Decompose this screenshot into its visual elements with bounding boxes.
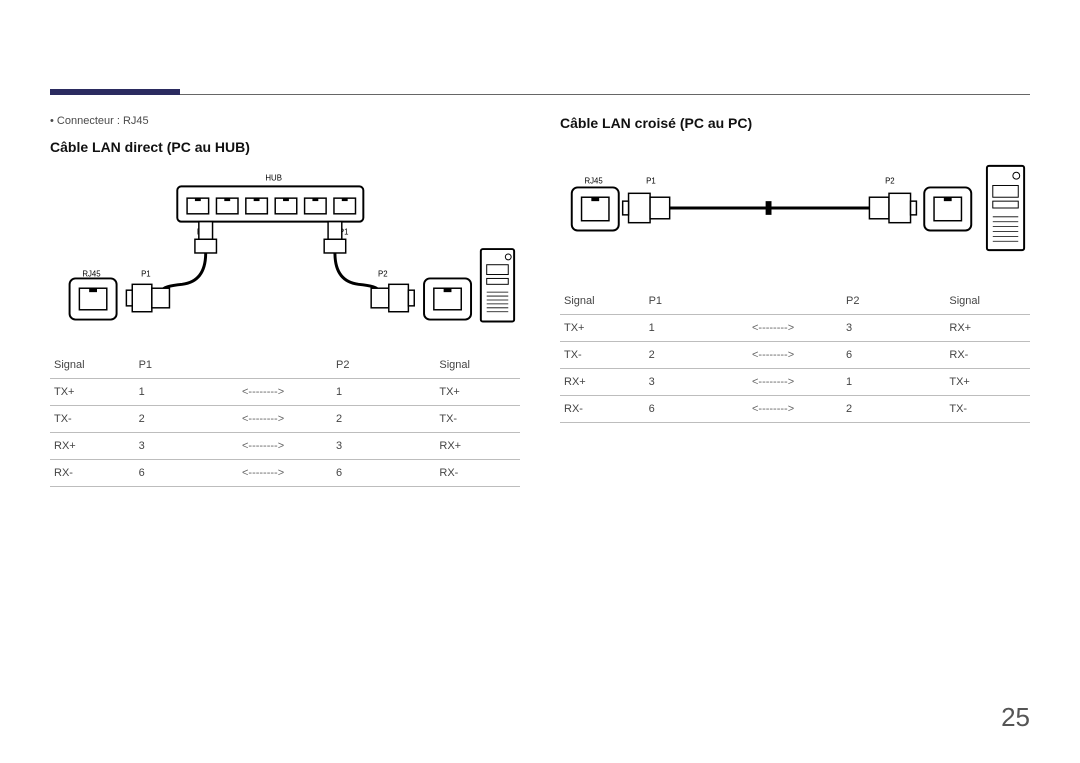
col-p2: P2 [332,352,435,379]
connector-label: Connecteur : RJ45 [50,115,520,127]
table-row: TX- 2 <--------> 6 RX- [560,342,1030,369]
col-p1: P1 [645,288,748,315]
ferrite-bead [766,201,772,215]
page-number: 25 [1001,702,1030,733]
table-direct-body: TX+ 1 <--------> 1 TX+ TX- 2 <--------> … [50,379,520,487]
label-p1: P1 [646,177,656,186]
col-arrow [748,288,842,315]
label-p2-bottom: P2 [378,269,388,278]
table-row: RX- 6 <--------> 6 RX- [50,460,520,487]
col-p2: P2 [842,288,945,315]
cable-right [335,253,378,290]
table-cross: Signal P1 P2 Signal TX+ 1 <--------> 3 R… [560,288,1030,423]
plug-p2 [869,193,916,222]
right-column: Câble LAN croisé (PC au PC) RJ45 P1 [560,115,1030,487]
rj45-socket-right [424,278,471,319]
header-accent [50,89,180,95]
section-title-left: Câble LAN direct (PC au HUB) [50,139,520,155]
table-row: TX+ 1 <--------> 3 RX+ [560,315,1030,342]
table-row: Signal P1 P2 Signal [50,352,520,379]
cable-left [163,253,206,290]
pc-tower-right-diagram [987,166,1024,250]
rj45-socket-right [924,187,971,230]
label-p2: P2 [885,177,895,186]
table-direct: Signal P1 P2 Signal TX+ 1 <--------> 1 T… [50,352,520,487]
content-columns: Connecteur : RJ45 Câble LAN direct (PC a… [50,115,1030,487]
plug-hub-left [195,222,217,253]
table-row: TX+ 1 <--------> 1 TX+ [50,379,520,406]
table-row: RX+ 3 <--------> 1 TX+ [560,369,1030,396]
label-rj45-left: RJ45 [82,269,101,278]
label-p1-bottom: P1 [141,269,151,278]
rj45-socket-left [572,187,619,230]
plug-hub-right [324,222,346,253]
diagram-direct-cable: HUB P2 P1 [50,167,520,337]
plug-left [126,284,169,311]
table-row: TX- 2 <--------> 2 TX- [50,406,520,433]
diagram-cross-cable: RJ45 P1 P2 [560,143,1030,273]
rj45-socket-left [70,278,117,319]
table-cross-head: Signal P1 P2 Signal [560,288,1030,315]
col-arrow [238,352,332,379]
table-row: RX+ 3 <--------> 3 RX+ [50,433,520,460]
plug-right [371,284,414,311]
plug-p1 [623,193,670,222]
label-rj45: RJ45 [584,177,603,186]
col-signal-right: Signal [945,288,1030,315]
table-row: Signal P1 P2 Signal [560,288,1030,315]
col-signal-left: Signal [50,352,135,379]
col-p1: P1 [135,352,238,379]
col-signal-left: Signal [560,288,645,315]
page: Connecteur : RJ45 Câble LAN direct (PC a… [0,0,1080,763]
hub-label: HUB [265,174,282,183]
table-cross-body: TX+ 1 <--------> 3 RX+ TX- 2 <--------> … [560,315,1030,423]
section-title-right: Câble LAN croisé (PC au PC) [560,115,1030,131]
table-row: RX- 6 <--------> 2 TX- [560,396,1030,423]
header-rule [50,94,1030,95]
left-column: Connecteur : RJ45 Câble LAN direct (PC a… [50,115,520,487]
pc-tower-left-diagram [481,249,514,321]
table-direct-head: Signal P1 P2 Signal [50,352,520,379]
col-signal-right: Signal [435,352,520,379]
